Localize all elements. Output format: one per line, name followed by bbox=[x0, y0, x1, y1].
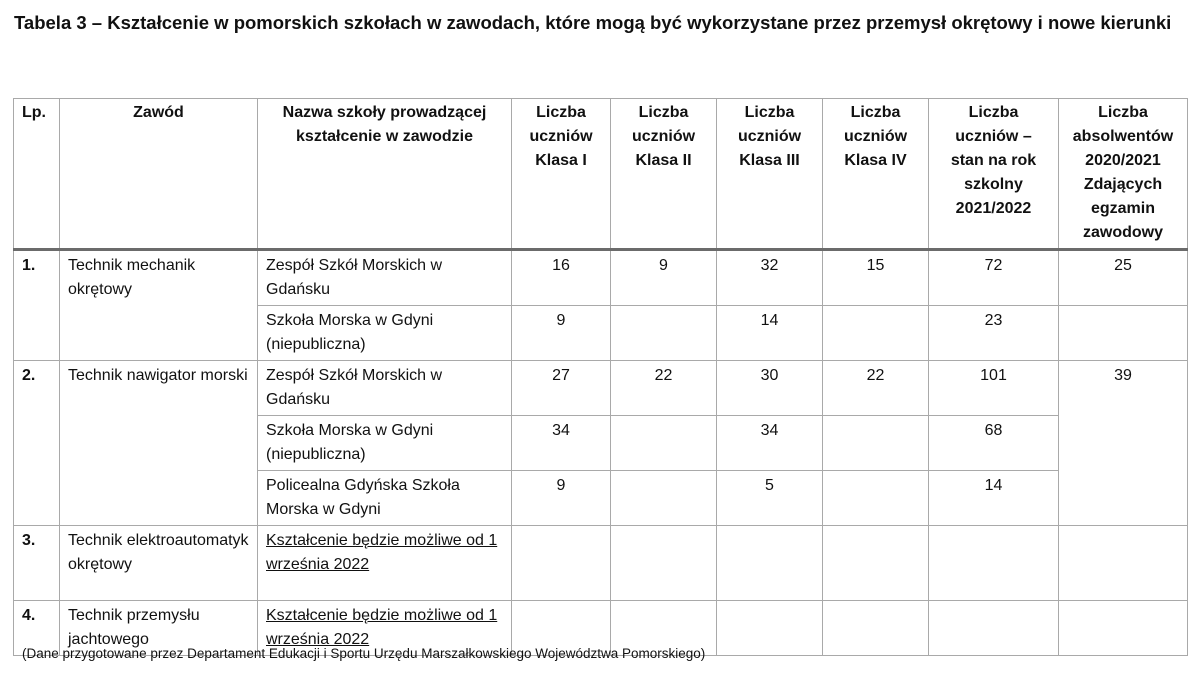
empty-cell bbox=[610, 525, 717, 601]
klasa-1-cell: 34 bbox=[511, 415, 611, 471]
zawod-cell: Technik nawigator morski bbox=[59, 360, 258, 526]
header-klasa-2: Liczba uczniów Klasa II bbox=[610, 98, 717, 251]
klasa-3-cell: 34 bbox=[716, 415, 823, 471]
zawod-cell: Technik przemysłu jachtowego bbox=[59, 600, 258, 656]
empty-cell bbox=[716, 600, 823, 656]
table-row: 1. Technik mechanik okrętowy Zespół Szkó… bbox=[13, 249, 1188, 361]
total-cell: 72 bbox=[928, 249, 1059, 306]
klasa-3-cell: 14 bbox=[716, 305, 823, 361]
empty-cell bbox=[928, 600, 1059, 656]
empty-cell bbox=[1058, 525, 1188, 601]
total-cell: 23 bbox=[928, 305, 1059, 361]
absolwenci-cell bbox=[1058, 305, 1188, 361]
klasa-1-cell: 9 bbox=[511, 470, 611, 526]
note-cell: Kształcenie będzie możliwe od 1 września… bbox=[257, 600, 512, 656]
klasa-4-cell: 15 bbox=[822, 249, 929, 306]
empty-cell bbox=[822, 600, 929, 656]
table-title: Tabela 3 – Kształcenie w pomorskich szko… bbox=[14, 12, 1172, 33]
empty-cell bbox=[928, 525, 1059, 601]
header-row: Lp. Zawód Nazwa szkoły prowadzącej kszta… bbox=[13, 98, 1188, 251]
school-cell: Policealna Gdyńska Szkoła Morska w Gdyni bbox=[257, 470, 512, 526]
empty-cell bbox=[1058, 600, 1188, 656]
header-zawod: Zawód bbox=[59, 98, 258, 251]
footnote: (Dane przygotowane przez Departament Edu… bbox=[22, 646, 706, 661]
klasa-1-cell: 27 bbox=[511, 360, 611, 416]
empty-cell bbox=[610, 600, 717, 656]
klasa-2-cell bbox=[610, 415, 717, 471]
header-klasa-1: Liczba uczniów Klasa I bbox=[511, 98, 611, 251]
klasa-2-cell: 9 bbox=[610, 249, 717, 306]
table-row: Szkoła Morska w Gdyni (niepubliczna) 9 1… bbox=[14, 305, 1188, 361]
table-row: Szkoła Morska w Gdyni (niepubliczna) 34 … bbox=[14, 415, 1188, 471]
klasa-2-cell bbox=[610, 305, 717, 361]
header-klasa-3: Liczba uczniów Klasa III bbox=[716, 98, 823, 251]
total-cell: 14 bbox=[928, 470, 1059, 526]
zawod-cell: Technik mechanik okrętowy bbox=[59, 249, 258, 361]
header-lp: Lp. bbox=[13, 98, 60, 251]
header-total: Liczba uczniów – stan na rok szkolny 202… bbox=[928, 98, 1059, 251]
klasa-3-cell: 30 bbox=[716, 360, 823, 416]
lp-cell: 3. bbox=[13, 525, 60, 601]
lp-cell: 1. bbox=[13, 249, 60, 361]
lp-cell: 4. bbox=[13, 600, 60, 656]
table-row: 3. Technik elektroautomatyk okrętowy Ksz… bbox=[13, 525, 1188, 601]
empty-cell bbox=[716, 525, 823, 601]
header-klasa-4: Liczba uczniów Klasa IV bbox=[822, 98, 929, 251]
school-cell: Szkoła Morska w Gdyni (niepubliczna) bbox=[257, 305, 512, 361]
klasa-2-cell bbox=[610, 470, 717, 526]
header-school: Nazwa szkoły prowadzącej kształcenie w z… bbox=[257, 98, 512, 251]
school-cell: Zespół Szkół Morskich w Gdańsku bbox=[257, 249, 512, 306]
school-cell: Szkoła Morska w Gdyni (niepubliczna) bbox=[257, 415, 512, 471]
klasa-1-cell: 9 bbox=[511, 305, 611, 361]
table-row: 2. Technik nawigator morski Zespół Szkół… bbox=[13, 360, 1188, 526]
lp-cell: 2. bbox=[13, 360, 60, 526]
note-cell: Kształcenie będzie możliwe od 1 września… bbox=[257, 525, 512, 601]
total-cell: 101 bbox=[928, 360, 1059, 416]
table-row: Policealna Gdyńska Szkoła Morska w Gdyni… bbox=[14, 470, 1188, 526]
klasa-2-cell: 22 bbox=[610, 360, 717, 416]
klasa-3-cell: 5 bbox=[716, 470, 823, 526]
klasa-3-cell: 32 bbox=[716, 249, 823, 306]
header-absolwenci: Liczba absolwentów 2020/2021 Zdających e… bbox=[1058, 98, 1188, 251]
zawod-cell: Technik elektroautomatyk okrętowy bbox=[59, 525, 258, 601]
table-row: 4. Technik przemysłu jachtowego Kształce… bbox=[13, 600, 1188, 656]
klasa-4-cell bbox=[822, 415, 929, 471]
data-table: Lp. Zawód Nazwa szkoły prowadzącej kszta… bbox=[13, 98, 1188, 656]
school-cell: Zespół Szkół Morskich w Gdańsku bbox=[257, 360, 512, 416]
absolwenci-cell: 39 bbox=[1058, 360, 1188, 526]
absolwenci-cell: 25 bbox=[1058, 249, 1188, 306]
empty-cell bbox=[511, 525, 611, 601]
empty-cell bbox=[822, 525, 929, 601]
total-cell: 68 bbox=[928, 415, 1059, 471]
klasa-4-cell bbox=[822, 305, 929, 361]
empty-cell bbox=[511, 600, 611, 656]
klasa-4-cell: 22 bbox=[822, 360, 929, 416]
klasa-4-cell bbox=[822, 470, 929, 526]
klasa-1-cell: 16 bbox=[511, 249, 611, 306]
